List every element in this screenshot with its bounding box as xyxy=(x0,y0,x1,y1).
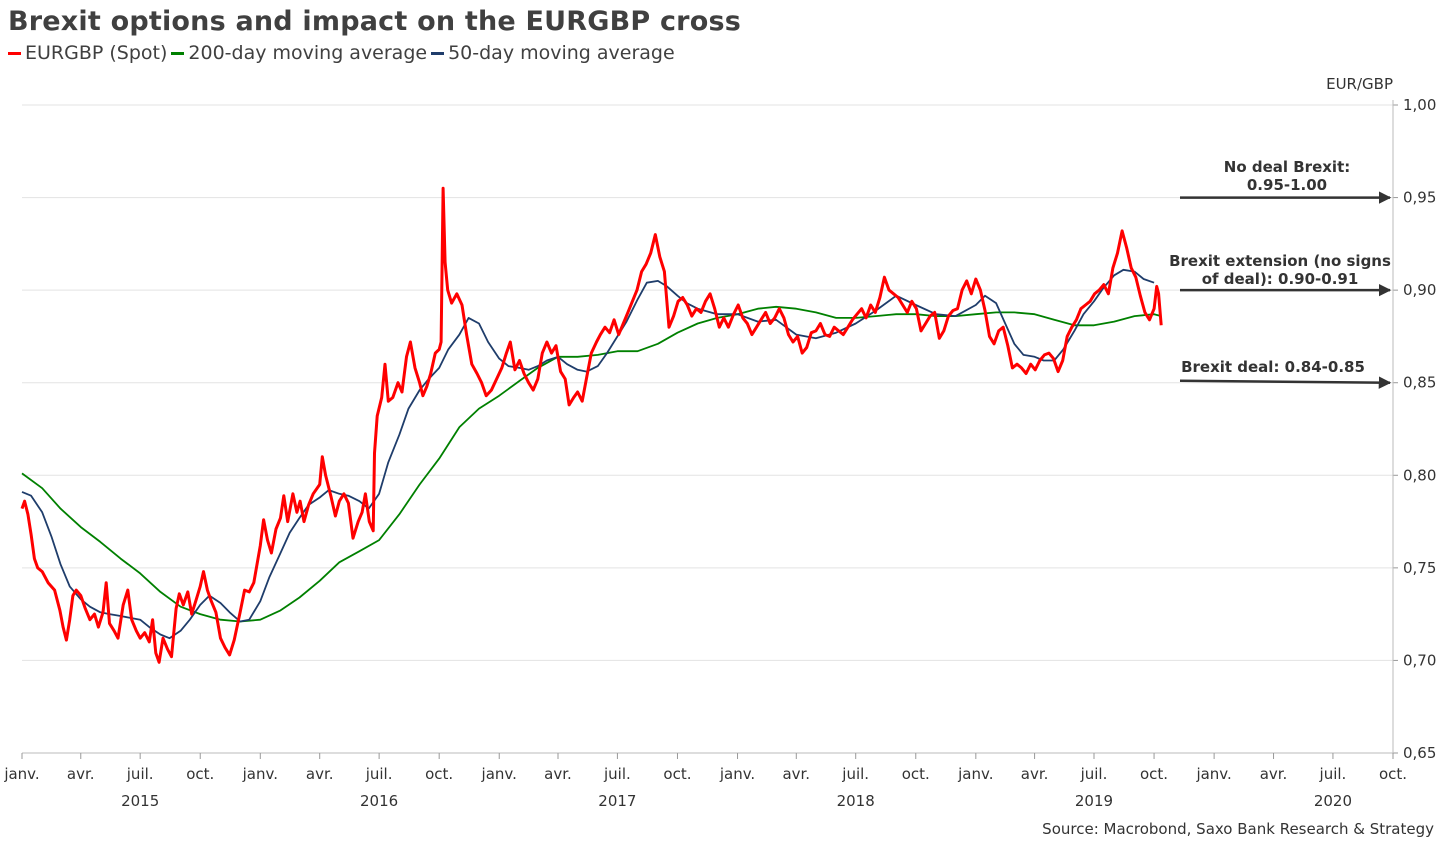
legend-label-200dma: 200-day moving average xyxy=(188,42,428,64)
y-tick-label: 0,95 xyxy=(1403,189,1436,207)
source-note: Source: Macrobond, Saxo Bank Research & … xyxy=(1042,820,1434,838)
series-lines xyxy=(20,186,1163,664)
x-tick-label: avr. xyxy=(306,765,334,783)
y-tick-label: 0,65 xyxy=(1403,744,1436,762)
x-tick-label: juil. xyxy=(1080,765,1108,783)
x-tick-label: avr. xyxy=(1021,765,1049,783)
x-tick-label: janv. xyxy=(1195,765,1231,783)
x-tick-label: oct. xyxy=(1140,765,1168,783)
series-line-50dma xyxy=(21,268,1155,640)
series-line-200dma xyxy=(21,305,1162,623)
x-tick-label: juil. xyxy=(126,765,154,783)
x-year-label: 2018 xyxy=(837,792,875,810)
legend-swatch-200dma xyxy=(171,51,185,55)
annotation-text: 0.95-1.00 xyxy=(1247,176,1327,194)
annotation-arrow xyxy=(1179,376,1392,389)
annotation-text: No deal Brexit: xyxy=(1224,158,1350,176)
legend: EURGBP (Spot) 200-day moving average 50-… xyxy=(8,42,679,64)
x-tick-label: avr. xyxy=(544,765,572,783)
x-tick-label: janv. xyxy=(957,765,993,783)
x-tick-label: janv. xyxy=(3,765,39,783)
x-tick-label: oct. xyxy=(425,765,453,783)
legend-swatch-spot xyxy=(8,51,21,55)
legend-label-50dma: 50-day moving average xyxy=(448,42,675,64)
x-year-label: 2017 xyxy=(598,792,636,810)
annotation-text: Brexit extension (no signs xyxy=(1169,252,1391,270)
legend-item-200dma: 200-day moving average xyxy=(171,42,427,64)
x-year-label: 2016 xyxy=(360,792,398,810)
x-tick-label: juil. xyxy=(841,765,869,783)
y-tick-label: 0,80 xyxy=(1403,466,1436,484)
x-tick-label: avr. xyxy=(67,765,95,783)
x-tick-label: janv. xyxy=(242,765,278,783)
x-year-label: 2015 xyxy=(121,792,159,810)
chart-title: Brexit options and impact on the EURGBP … xyxy=(8,6,741,37)
x-year-label: 2019 xyxy=(1075,792,1113,810)
x-tick-label: oct. xyxy=(186,765,214,783)
y-tick-label: 0,70 xyxy=(1403,651,1436,669)
axes: 1,00 0,95 0,90 0,85 0,80 0,75 0,70 0,65 EUR/GBP j… xyxy=(3,75,1436,810)
y-tick-label: 0,85 xyxy=(1403,374,1436,392)
x-year-label: 2020 xyxy=(1314,792,1352,810)
y-tick-label: 0,90 xyxy=(1403,281,1436,299)
legend-swatch-50dma xyxy=(431,51,445,55)
x-tick-label: juil. xyxy=(1319,765,1347,783)
x-tick-label: juil. xyxy=(603,765,631,783)
x-tick-label: oct. xyxy=(663,765,691,783)
x-tick-label: janv. xyxy=(481,765,517,783)
annotation-text: of deal): 0.90-0.91 xyxy=(1202,270,1359,288)
series-line-spot xyxy=(20,186,1163,664)
y-axis-label: EUR/GBP xyxy=(1326,75,1393,93)
x-tick-label: oct. xyxy=(902,765,930,783)
y-tick-label: 0,75 xyxy=(1403,559,1436,577)
annotations: No deal Brexit:0.95-1.00 Brexit extension… xyxy=(1169,158,1392,389)
legend-item-50dma: 50-day moving average xyxy=(431,42,675,64)
legend-item-spot: EURGBP (Spot) xyxy=(8,42,167,64)
x-tick-label: janv. xyxy=(719,765,755,783)
x-tick-label: oct. xyxy=(1379,765,1407,783)
x-tick-label: avr. xyxy=(1260,765,1288,783)
annotation-text: Brexit deal: 0.84-0.85 xyxy=(1181,358,1365,376)
y-tick-label: 1,00 xyxy=(1403,96,1436,114)
legend-label-spot: EURGBP (Spot) xyxy=(25,42,168,64)
x-tick-label: juil. xyxy=(365,765,393,783)
grid-lines xyxy=(22,104,1393,754)
x-tick-label: avr. xyxy=(782,765,810,783)
